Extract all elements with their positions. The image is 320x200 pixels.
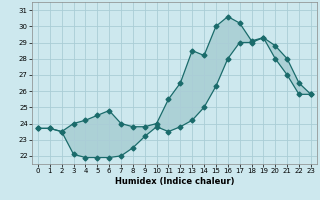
Polygon shape bbox=[38, 17, 311, 158]
X-axis label: Humidex (Indice chaleur): Humidex (Indice chaleur) bbox=[115, 177, 234, 186]
